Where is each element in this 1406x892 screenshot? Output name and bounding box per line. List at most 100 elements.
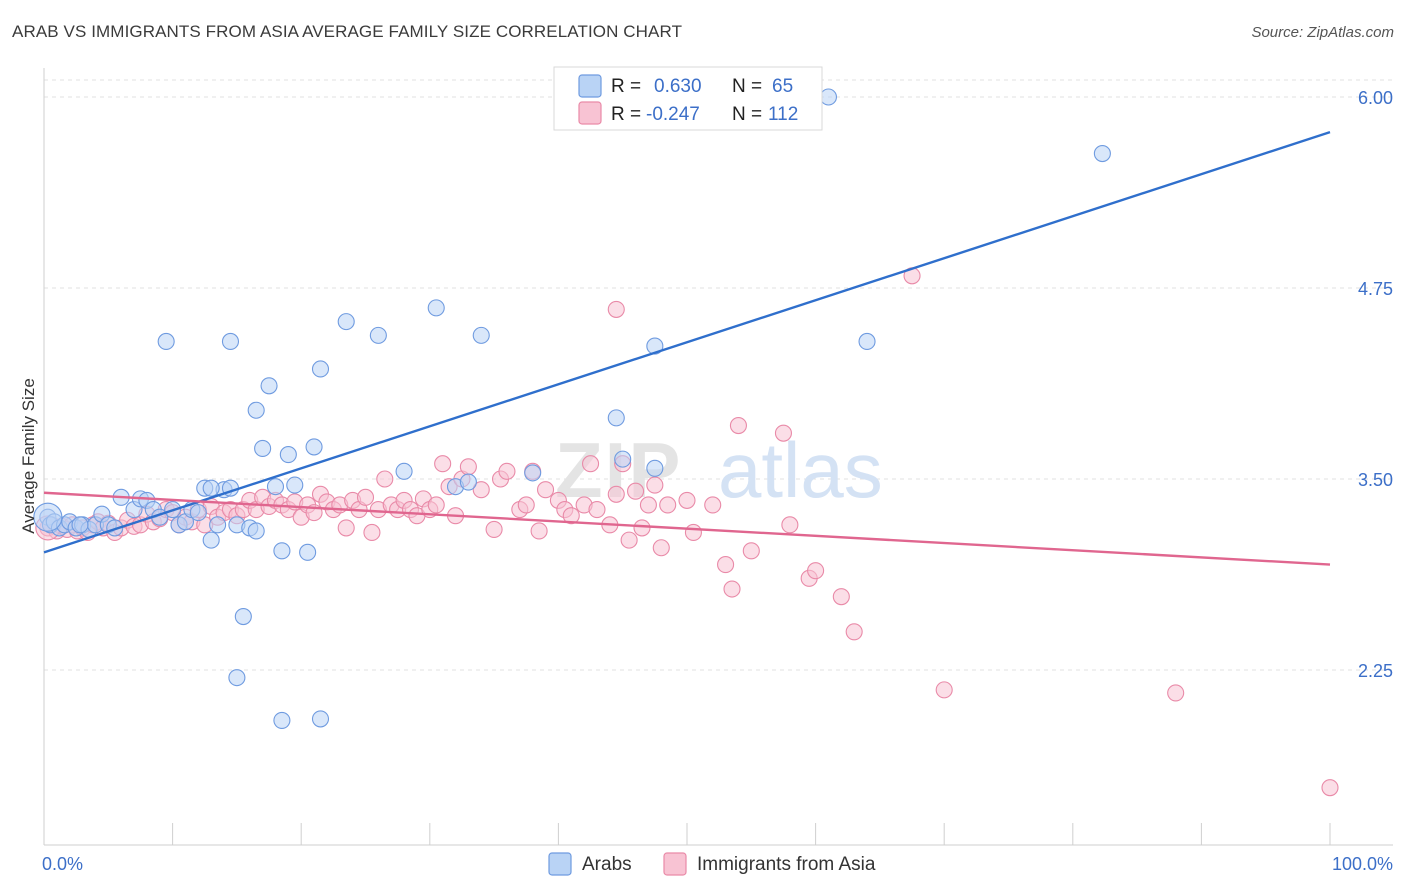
point-asia	[337, 519, 355, 537]
point-arabs	[459, 473, 477, 491]
point-arabs	[337, 313, 355, 331]
point-asia	[646, 476, 664, 494]
point-asia	[723, 580, 741, 598]
legend-r-value-arabs: 0.630	[654, 76, 702, 97]
point-asia	[639, 496, 657, 514]
point-arabs	[607, 409, 625, 427]
point-arabs	[299, 543, 317, 561]
legend-r-value-asia: -0.247	[646, 104, 700, 125]
point-asia	[498, 462, 516, 480]
chart-title: ARAB VS IMMIGRANTS FROM ASIA AVERAGE FAM…	[12, 22, 683, 41]
point-arabs	[311, 360, 330, 378]
legend-swatch-arabs	[578, 74, 602, 98]
legend-n-value-asia: 112	[768, 104, 798, 125]
axes-layer	[43, 68, 1393, 846]
point-arabs	[646, 459, 664, 477]
y-tick-labels: 2.25 3.50 4.75 6.00	[1358, 88, 1393, 681]
point-arabs	[266, 478, 285, 496]
series-legend-label-arabs: Arabs	[582, 854, 632, 875]
point-asia	[581, 455, 600, 473]
point-asia	[356, 488, 375, 506]
point-arabs	[305, 438, 323, 456]
y-tick-label: 6.00	[1358, 88, 1393, 108]
stats-legend: R = 0.630 N = 65 R = -0.247 N = 112	[553, 66, 823, 131]
legend-n-value-arabs: 65	[772, 76, 793, 97]
point-asia	[1167, 684, 1185, 702]
trend-lines	[43, 131, 1331, 566]
point-arabs	[221, 332, 240, 351]
point-asia	[684, 523, 702, 542]
point-arabs	[819, 88, 838, 106]
point-arabs	[614, 450, 632, 468]
y-tick-label: 2.25	[1358, 661, 1393, 681]
point-asia	[845, 623, 863, 641]
point-asia	[627, 482, 645, 500]
point-asia	[562, 507, 580, 525]
point-arabs	[209, 516, 227, 534]
point-arabs	[858, 332, 876, 351]
point-arabs	[189, 504, 207, 522]
point-arabs	[279, 446, 297, 464]
watermark-atlas: atlas	[718, 426, 883, 514]
point-asia	[729, 416, 747, 435]
series-legend-swatch-asia	[663, 852, 687, 876]
x-tick-label-min: 0.0%	[42, 854, 83, 874]
y-tick-label: 4.75	[1358, 279, 1393, 299]
point-asia	[459, 458, 477, 476]
point-arabs	[427, 299, 445, 317]
x-tick-label-max: 100.0%	[1332, 854, 1393, 874]
y-axis-title: Average Family Size	[19, 378, 38, 534]
legend-n-label-asia: N =	[732, 104, 762, 125]
legend-r-label-asia: R =	[611, 104, 641, 125]
series-legend-swatch-arabs	[548, 852, 572, 876]
point-arabs	[234, 607, 252, 626]
point-asia	[678, 491, 696, 509]
point-arabs	[286, 476, 304, 494]
point-asia	[1321, 779, 1339, 797]
point-arabs	[247, 401, 265, 419]
point-asia	[717, 556, 735, 574]
point-asia	[536, 481, 555, 499]
point-asia	[517, 496, 535, 514]
point-asia	[472, 481, 490, 499]
point-arabs	[202, 531, 220, 549]
point-arabs	[157, 332, 175, 351]
point-arabs	[247, 522, 265, 540]
point-asia	[485, 520, 503, 538]
point-arabs	[369, 326, 387, 344]
point-asia	[588, 501, 606, 519]
point-arabs-cluster	[33, 502, 63, 532]
point-arabs	[254, 439, 272, 457]
point-arabs	[472, 326, 490, 344]
point-arabs	[311, 710, 330, 728]
point-asia	[659, 496, 677, 514]
point-asia	[652, 539, 670, 557]
point-arabs	[524, 464, 542, 482]
point-arabs	[106, 519, 124, 537]
source-credit: Source: ZipAtlas.com	[1251, 24, 1394, 41]
point-arabs	[260, 377, 278, 395]
point-arabs	[71, 516, 89, 534]
point-asia	[620, 531, 638, 549]
svg-text:R = 0.630 N =: R = 0.630 N = 65	[611, 76, 793, 97]
point-asia	[530, 522, 548, 540]
point-asia	[607, 485, 625, 503]
point-arabs	[1093, 144, 1111, 163]
grid-layer	[44, 79, 1393, 671]
point-asia	[427, 496, 445, 514]
svg-text:R = -0.247 N =: R = -0.247 N = 112	[611, 104, 798, 125]
point-asia	[781, 516, 799, 534]
point-arabs	[273, 711, 291, 729]
point-asia	[376, 470, 394, 488]
point-arabs	[646, 337, 664, 355]
point-asia	[434, 455, 452, 473]
point-asia	[807, 562, 825, 580]
point-asia	[704, 496, 722, 514]
y-tick-label: 3.50	[1358, 470, 1393, 490]
series-legend-label-asia: Immigrants from Asia	[697, 854, 876, 875]
point-asia	[832, 588, 850, 606]
point-asia	[633, 519, 651, 537]
point-asia	[774, 424, 793, 442]
point-asia	[935, 681, 953, 699]
